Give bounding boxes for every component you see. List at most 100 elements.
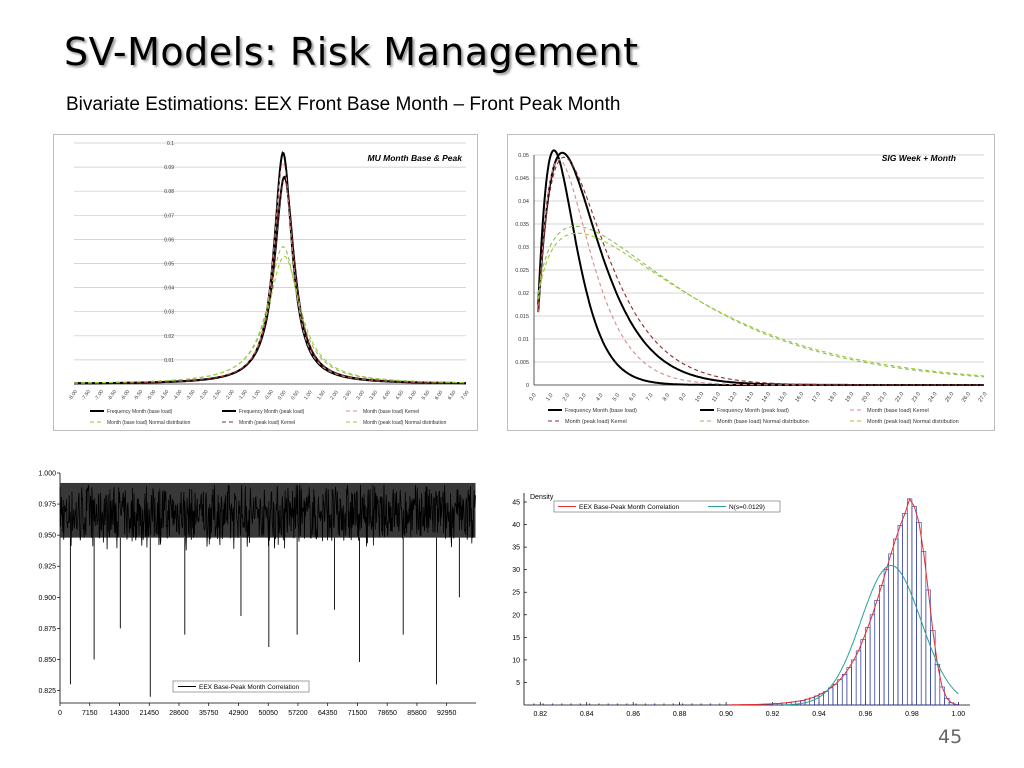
x-tick-label: 0.00 bbox=[277, 390, 288, 402]
hist-baseline-dot bbox=[681, 703, 684, 705]
x-tick-label: -7.50 bbox=[81, 389, 93, 402]
y-axis-label: Density bbox=[530, 494, 554, 501]
x-tick-label: 4.50 bbox=[395, 390, 406, 402]
y-tick-label: 20 bbox=[512, 612, 520, 619]
chart-sig-week-month-panel: 0 0.005 0.01 0.015 0.02 0.025 0.03 0.035 0.04 0.0… bbox=[507, 134, 995, 431]
legend-box bbox=[172, 680, 310, 693]
y-tick-label: 30 bbox=[512, 567, 520, 574]
x-tick-label: 0.90 bbox=[719, 711, 733, 718]
hist-baseline-dot bbox=[561, 703, 563, 705]
x-tick-label: 18.0 bbox=[828, 391, 839, 403]
x-tick-label: 6.50 bbox=[447, 390, 458, 402]
x-tick-label: 3.00 bbox=[355, 390, 366, 402]
x-tick-label: 0.0 bbox=[529, 393, 538, 403]
x-tick-label: 6.00 bbox=[434, 390, 445, 402]
chart-mu-month-panel: 0.01 0.02 0.03 0.04 0.05 0.06 0.07 0.08 0.09 0.1 -… bbox=[53, 134, 478, 431]
y-tick-label: 0.01 bbox=[518, 337, 529, 343]
y-tick-label: 5 bbox=[516, 680, 520, 687]
hist-baseline-dot bbox=[663, 703, 665, 705]
x-tick-label: 15.0 bbox=[778, 391, 789, 403]
x-tick-label: 16.0 bbox=[794, 391, 805, 403]
y-tick-label: 0.04 bbox=[518, 199, 529, 205]
chart-correlation-timeseries-panel: 0.825 0.850 0.875 0.900 0.925 0.950 0.975 1.000… bbox=[30, 463, 482, 720]
y-tick-label: 35 bbox=[512, 545, 520, 552]
x-tick-label: 50050 bbox=[258, 710, 278, 717]
x-tick-label: 0.50 bbox=[290, 390, 301, 402]
legend-label: EEX Base-Peak Month Correlation bbox=[579, 504, 679, 511]
x-tick-label: 7.00 bbox=[460, 390, 471, 402]
hist-bar bbox=[865, 627, 871, 706]
x-tick-label: 0.84 bbox=[580, 711, 594, 718]
y-tick-label: 0.09 bbox=[164, 165, 174, 171]
legend-box bbox=[553, 500, 781, 513]
y-tick-label: 10 bbox=[512, 657, 520, 664]
x-tick-label: 23.0 bbox=[911, 391, 922, 403]
x-tick-label: 2.00 bbox=[329, 390, 340, 402]
chart-correlation-timeseries: 0.825 0.850 0.875 0.900 0.925 0.950 0.975 1.000… bbox=[38, 471, 476, 717]
x-tick-label: -8.00 bbox=[67, 389, 79, 402]
x-tick-label: 11.0 bbox=[711, 391, 722, 403]
x-tick-label: 19.0 bbox=[844, 391, 855, 403]
legend-label: Frequency Month (peak load) bbox=[717, 408, 789, 414]
y-tick-label: 0.925 bbox=[38, 564, 56, 571]
hist-baseline-dot bbox=[589, 703, 591, 705]
y-tick-label: 0.03 bbox=[164, 310, 174, 316]
x-tick-label: 14.0 bbox=[761, 391, 772, 403]
legend-label: Month (peak load) Normal distribution bbox=[363, 420, 447, 426]
x-tick-label: -6.50 bbox=[107, 389, 119, 402]
y-tick-label: 0.04 bbox=[164, 286, 174, 292]
legend-label: Frequency Month (base load) bbox=[565, 408, 637, 414]
x-tick-label: 20.0 bbox=[861, 391, 872, 403]
x-tick-label: 24.0 bbox=[928, 391, 939, 403]
series-band bbox=[60, 482, 476, 538]
x-tick-label: 2.0 bbox=[562, 393, 571, 403]
hist-baseline-dot bbox=[579, 703, 581, 705]
x-tick-label: 64350 bbox=[318, 710, 338, 717]
x-tick-label: 0.88 bbox=[673, 711, 687, 718]
hist-bar bbox=[841, 674, 848, 706]
y-tick-label: 0.02 bbox=[518, 291, 529, 297]
series-line bbox=[74, 178, 466, 384]
series-line bbox=[74, 255, 466, 384]
series-line bbox=[73, 246, 466, 384]
x-tick-label: -0.50 bbox=[263, 389, 275, 402]
x-tick-label: 3.0 bbox=[579, 393, 588, 403]
y-tick-label: 0.03 bbox=[518, 245, 529, 251]
y-tick-label: 15 bbox=[512, 635, 520, 642]
slide-subtitle: Bivariate Estimations: EEX Front Base Mo… bbox=[66, 94, 621, 115]
x-tick-label: 7150 bbox=[82, 710, 98, 717]
series-line bbox=[537, 232, 984, 377]
hist-baseline-dot bbox=[644, 703, 646, 705]
chart-mu-month: 0.01 0.02 0.03 0.04 0.05 0.06 0.07 0.08 0.09 0.1 -… bbox=[67, 141, 471, 426]
hist-bar bbox=[851, 659, 857, 706]
x-tick-label: 4.0 bbox=[595, 393, 604, 403]
x-tick-label: 57200 bbox=[288, 710, 308, 717]
y-tick-label: 0.07 bbox=[164, 213, 174, 219]
legend-label: N(s=0.0129) bbox=[729, 504, 765, 511]
hist-baseline-dot bbox=[672, 703, 674, 705]
legend-label: Month (base load) Normal distribution bbox=[107, 420, 191, 426]
x-tick-label: 9.0 bbox=[679, 393, 688, 403]
legend-label: Frequency Month (peak load) bbox=[239, 409, 305, 415]
hist-baseline-dot bbox=[551, 703, 554, 705]
series-normal-line bbox=[784, 565, 959, 706]
y-tick-label: 0.850 bbox=[38, 657, 56, 664]
y-tick-label: 0.015 bbox=[515, 314, 529, 320]
hist-baseline-dot bbox=[709, 703, 712, 705]
x-tick-label: -3.50 bbox=[185, 389, 197, 402]
hist-baseline-dot bbox=[691, 703, 693, 705]
y-tick-label: 0.05 bbox=[164, 262, 174, 268]
y-tick-label: 0.06 bbox=[164, 237, 174, 243]
hist-bar bbox=[846, 667, 852, 706]
series-density-line bbox=[728, 497, 957, 706]
hist-baseline-dot bbox=[598, 703, 600, 705]
x-tick-label: 5.50 bbox=[421, 390, 432, 402]
legend-label: Month (base load) Kernel bbox=[867, 408, 929, 414]
x-tick-label: -2.00 bbox=[224, 389, 236, 402]
x-tick-label: -3.00 bbox=[198, 389, 210, 402]
y-tick-label: 0.005 bbox=[515, 360, 529, 366]
y-tick-label: 0.975 bbox=[38, 502, 56, 509]
x-tick-label: 1.0 bbox=[545, 393, 554, 403]
x-tick-label: 0.86 bbox=[626, 711, 640, 718]
x-tick-label: 21.0 bbox=[878, 391, 889, 403]
